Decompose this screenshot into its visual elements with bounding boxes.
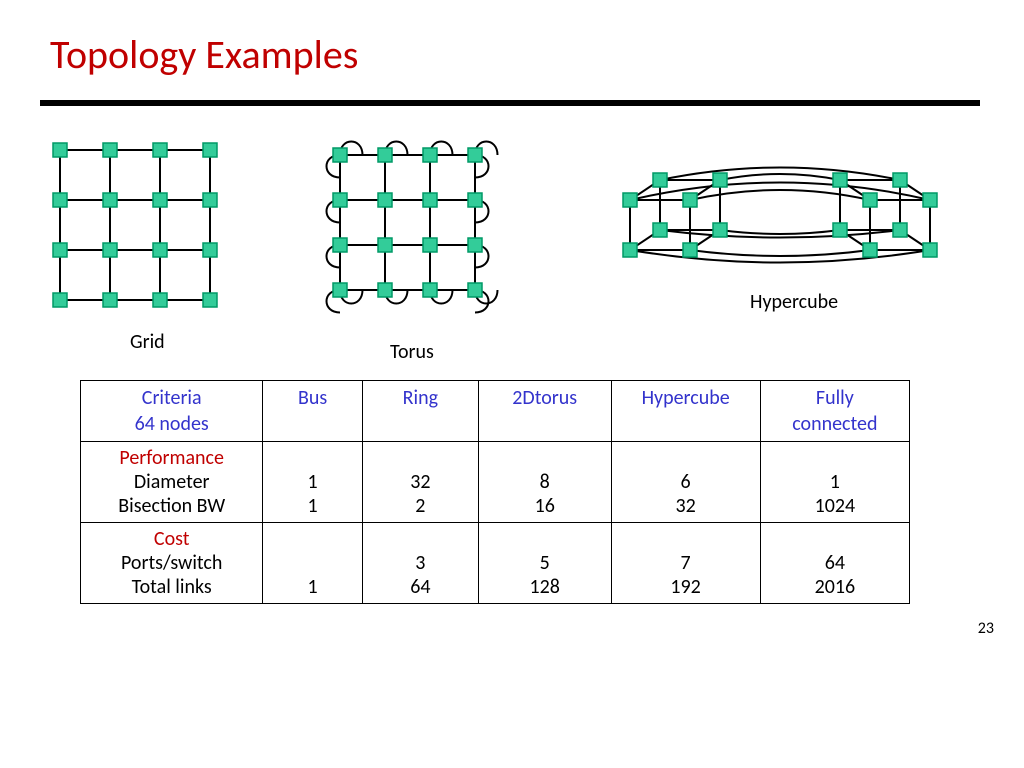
diagram-area: Grid Torus Hypercube xyxy=(40,130,980,350)
section-header: CostPorts/switchTotal links xyxy=(81,523,263,604)
table-cell: 632 xyxy=(611,442,760,523)
column-header: 2Dtorus xyxy=(478,381,611,442)
topology-diagrams xyxy=(40,130,980,350)
page-title: Topology Examples xyxy=(50,30,358,79)
section-header: PerformanceDiameterBisection BW xyxy=(81,442,263,523)
column-header: Fullyconnected xyxy=(760,381,909,442)
grid-label: Grid xyxy=(130,330,165,354)
column-header: Ring xyxy=(362,381,478,442)
table-cell: 11 xyxy=(263,442,362,523)
torus-label: Torus xyxy=(390,340,434,364)
column-header: Criteria64 nodes xyxy=(81,381,263,442)
column-header: Bus xyxy=(263,381,362,442)
table: Criteria64 nodesBusRing2DtorusHypercubeF… xyxy=(80,380,910,604)
table-cell: 816 xyxy=(478,442,611,523)
table-cell: 11024 xyxy=(760,442,909,523)
table-cell: 5128 xyxy=(478,523,611,604)
hypercube-label: Hypercube xyxy=(750,290,838,314)
table-cell: 7192 xyxy=(611,523,760,604)
table-cell: 322 xyxy=(362,442,478,523)
table-cell: 364 xyxy=(362,523,478,604)
title-rule xyxy=(40,100,980,106)
table-cell: 642016 xyxy=(760,523,909,604)
table-cell: 1 xyxy=(263,523,362,604)
page-number: 23 xyxy=(978,619,994,638)
comparison-table: Criteria64 nodesBusRing2DtorusHypercubeF… xyxy=(80,380,910,604)
column-header: Hypercube xyxy=(611,381,760,442)
